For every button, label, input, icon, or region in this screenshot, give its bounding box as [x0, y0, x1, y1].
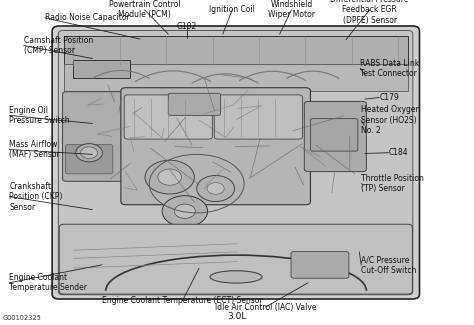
Text: Ignition Coil: Ignition Coil [210, 5, 255, 14]
FancyBboxPatch shape [291, 252, 349, 278]
Text: G00102325: G00102325 [2, 315, 41, 321]
Text: Crankshaft
Position (CKP)
Sensor: Crankshaft Position (CKP) Sensor [9, 182, 63, 212]
Text: Throttle Position
(TP) Sensor: Throttle Position (TP) Sensor [361, 174, 424, 193]
FancyBboxPatch shape [310, 119, 358, 151]
Text: Windshield
Wiper Motor: Windshield Wiper Motor [268, 0, 315, 20]
Text: Powertrain Control
Module (PCM): Powertrain Control Module (PCM) [109, 0, 181, 20]
Circle shape [76, 144, 102, 162]
Text: RABS Data Link
Test Connector: RABS Data Link Test Connector [360, 58, 419, 78]
FancyBboxPatch shape [121, 88, 310, 205]
FancyBboxPatch shape [214, 95, 302, 139]
Circle shape [207, 183, 224, 194]
Text: Radio Noise Capacitor: Radio Noise Capacitor [45, 13, 130, 22]
Ellipse shape [210, 271, 262, 283]
Text: C184: C184 [389, 148, 408, 157]
FancyBboxPatch shape [304, 101, 366, 172]
FancyBboxPatch shape [124, 95, 212, 139]
FancyBboxPatch shape [65, 145, 113, 174]
FancyBboxPatch shape [52, 26, 419, 299]
Text: Heated Oxygen
Sensor (HO2S)
No. 2: Heated Oxygen Sensor (HO2S) No. 2 [361, 105, 420, 135]
Circle shape [158, 169, 182, 185]
Text: Camshaft Position
(CMP) Sensor: Camshaft Position (CMP) Sensor [24, 36, 93, 55]
Circle shape [145, 160, 194, 194]
Circle shape [162, 196, 208, 227]
Bar [64, 64, 408, 91]
Text: G102: G102 [177, 22, 197, 31]
Text: Differential Pressure
Feedback EGR
(DPFE) Sensor: Differential Pressure Feedback EGR (DPFE… [330, 0, 409, 25]
FancyBboxPatch shape [59, 224, 412, 294]
Text: Engine Coolant Temperature (ECT) Sensor: Engine Coolant Temperature (ECT) Sensor [102, 296, 263, 305]
Text: C179: C179 [379, 93, 399, 102]
FancyBboxPatch shape [58, 31, 413, 295]
Text: Idle Air Control (IAC) Valve: Idle Air Control (IAC) Valve [215, 303, 316, 312]
Bar [64, 36, 408, 65]
Bar [73, 60, 130, 78]
Circle shape [81, 147, 98, 159]
Text: Engine Oil
Pressure Switch: Engine Oil Pressure Switch [9, 106, 70, 125]
FancyBboxPatch shape [168, 93, 220, 115]
Text: 3.0L: 3.0L [228, 312, 246, 321]
Text: A/C Pressure
Cut-Off Switch: A/C Pressure Cut-Off Switch [361, 255, 417, 275]
FancyBboxPatch shape [63, 92, 127, 181]
Circle shape [174, 204, 195, 218]
Circle shape [197, 176, 235, 202]
Text: Mass Airflow
(MAF) Sensor: Mass Airflow (MAF) Sensor [9, 140, 60, 159]
Text: Engine Coolant
Temperature Sender: Engine Coolant Temperature Sender [9, 273, 88, 292]
